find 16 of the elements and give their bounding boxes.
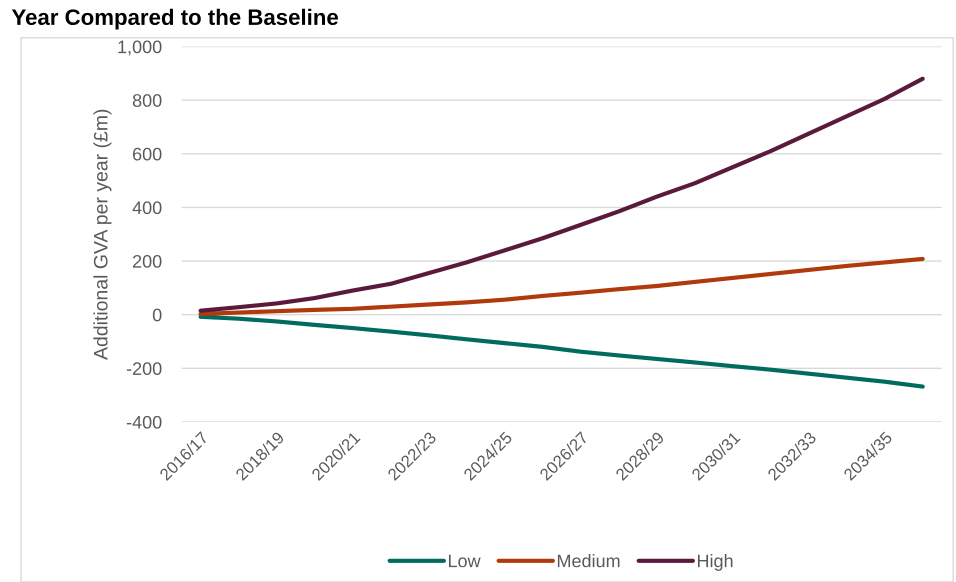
y-tick-label: 0	[152, 308, 162, 322]
legend-label: Low	[448, 554, 481, 568]
y-tick-label: 400	[132, 201, 162, 214]
y-tick-label: 800	[132, 94, 162, 107]
chart-title: Year Compared to the Baseline	[12, 8, 338, 30]
legend-label: High	[698, 554, 732, 571]
y-tick-label: -200	[126, 362, 162, 376]
y-tick-label: 600	[132, 148, 162, 161]
line-series	[198, 314, 925, 389]
y-tick-label: 200	[132, 255, 162, 268]
y-tick-label: 1,000	[118, 40, 162, 56]
line-series	[198, 76, 925, 313]
y-tick-label: -400	[126, 416, 162, 429]
legend-label: Medium	[558, 554, 620, 568]
y-axis-title: Additional GVA per year (£m)	[93, 110, 112, 360]
line-series	[198, 256, 925, 316]
